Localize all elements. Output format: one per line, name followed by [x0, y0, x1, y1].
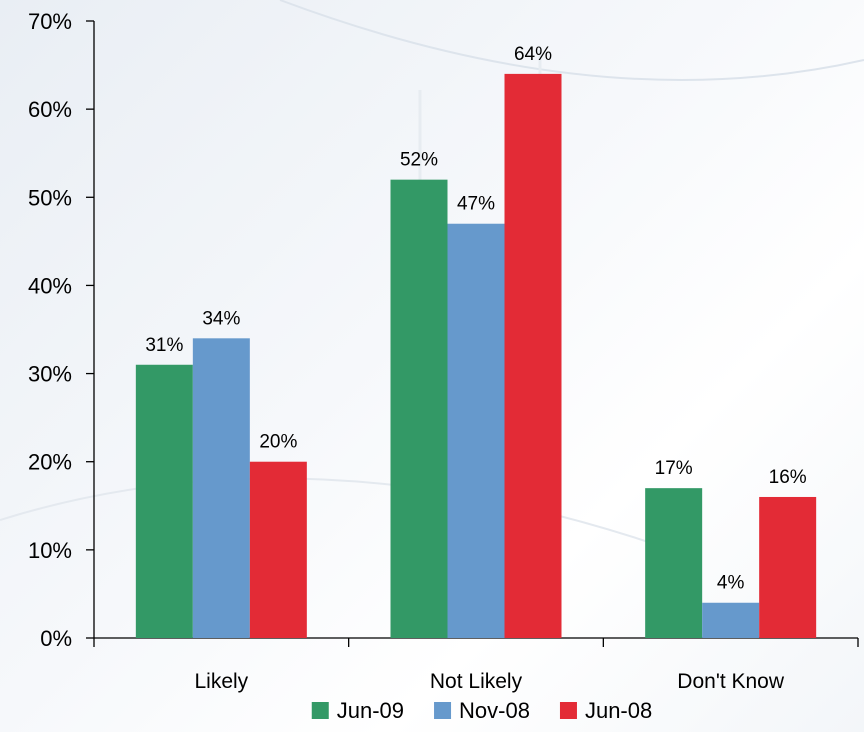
background-arc	[0, 477, 701, 561]
bar-jun-09-don-t-know	[645, 488, 703, 638]
y-tick-label: 50%	[28, 185, 72, 210]
y-tick-label: 0%	[40, 626, 72, 651]
data-label: 16%	[769, 467, 807, 488]
background-arc	[279, 0, 864, 81]
bar-jun-09-not-likely	[390, 179, 448, 638]
data-labels: 31% 34% 20% 52% 47% 64% 17% 4% 16%	[145, 44, 806, 594]
data-label: 20%	[259, 432, 297, 453]
y-tick-label: 10%	[28, 538, 72, 563]
data-label: 47%	[457, 194, 495, 215]
bar-jun-08-not-likely	[504, 73, 562, 638]
y-tick-label: 30%	[28, 362, 72, 387]
x-tick-label: Likely	[194, 670, 248, 693]
legend: Jun-09 Nov-08 Jun-08	[311, 698, 652, 723]
data-label: 34%	[202, 308, 240, 329]
y-tick-label: 70%	[28, 9, 72, 34]
data-label: 64%	[514, 44, 552, 65]
x-tick-label: Not Likely	[430, 670, 523, 693]
legend-label: Jun-09	[337, 698, 404, 723]
bar-jun-08-don-t-know	[759, 496, 817, 638]
bar-nov-08-likely	[192, 338, 250, 638]
x-axis: Likely Not Likely Don't Know	[93, 637, 859, 693]
data-label: 52%	[400, 150, 438, 171]
legend-swatch-jun-09	[311, 702, 329, 719]
bar-nov-08-don-t-know	[702, 602, 760, 638]
legend-swatch-nov-08	[434, 702, 452, 719]
y-axis: 0% 10% 20% 30% 40% 50% 60% 70%	[28, 9, 95, 651]
legend-swatch-jun-08	[559, 702, 577, 719]
data-label: 4%	[717, 573, 745, 594]
x-tick-label: Don't Know	[677, 670, 785, 693]
bar-jun-08-likely	[249, 461, 307, 638]
y-tick-label: 60%	[28, 97, 72, 122]
y-tick-label: 40%	[28, 273, 72, 298]
bar-jun-09-likely	[135, 364, 193, 638]
data-label: 17%	[655, 458, 693, 479]
bar-nov-08-not-likely	[447, 223, 505, 638]
data-label: 31%	[145, 335, 183, 356]
legend-label: Nov-08	[459, 698, 530, 723]
bars	[135, 73, 817, 638]
y-tick-label: 20%	[28, 450, 72, 475]
legend-label: Jun-08	[585, 698, 652, 723]
